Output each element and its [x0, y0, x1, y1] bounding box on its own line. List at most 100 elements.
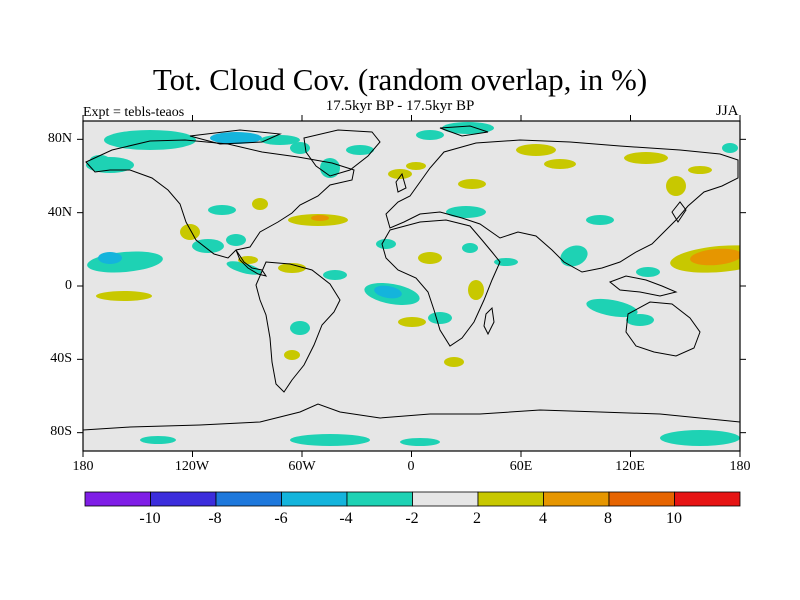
colorbar-label: -6 — [274, 510, 288, 527]
anomaly-patch — [444, 357, 464, 367]
coast-eurasia — [385, 139, 739, 273]
colorbar-label: 2 — [473, 510, 481, 527]
map-background — [83, 121, 740, 451]
anomaly-patch — [260, 135, 300, 145]
colorbar — [84, 491, 741, 507]
colorbar-label: -8 — [208, 510, 222, 527]
anomaly-patch — [626, 314, 654, 326]
chart-subtitle: 17.5kyr BP - 17.5kyr BP — [325, 98, 475, 114]
anomaly-patch — [636, 267, 660, 277]
anomaly-patch — [140, 436, 176, 444]
colorbar-label: -4 — [339, 510, 353, 527]
coast-maritime-asia — [609, 275, 678, 297]
anomaly-patch — [290, 434, 370, 446]
colorbar-box — [281, 491, 348, 507]
anomaly-patch — [458, 179, 486, 189]
anomaly-patch — [238, 256, 258, 264]
coastlines — [83, 125, 740, 431]
coast-british-isles — [395, 172, 407, 193]
lon-tick-label: 60W — [288, 459, 316, 474]
anomaly-patch — [311, 215, 329, 221]
anomaly-patch — [278, 263, 306, 273]
anomaly-patch — [722, 143, 738, 153]
anomaly-patch — [346, 145, 374, 155]
anomaly-patch — [323, 270, 347, 280]
colorbar-label: -10 — [139, 510, 161, 527]
anomaly-patch — [586, 215, 614, 225]
anomaly-patch — [442, 122, 494, 134]
lon-tick-label: 0 — [407, 459, 415, 474]
lat-tick-label: 40N — [47, 205, 72, 220]
anomaly-patch — [660, 430, 740, 446]
anomaly-patch — [624, 152, 668, 164]
colorbar-box — [608, 491, 675, 507]
anomaly-patch — [446, 206, 486, 218]
anomaly-patch — [494, 258, 518, 266]
lat-tick-label: 80N — [47, 131, 72, 146]
experiment-label: Expt = tebls-teaos — [83, 105, 185, 120]
anomaly-patch — [688, 166, 712, 174]
anomaly-patch — [96, 291, 152, 301]
colorbar-box — [477, 491, 544, 507]
anomaly-patch — [468, 280, 484, 300]
anomaly-patch — [560, 245, 588, 267]
season-label: JJA — [716, 103, 739, 119]
anomaly-patch — [418, 252, 442, 264]
colorbar-box — [215, 491, 282, 507]
colorbar-box — [346, 491, 413, 507]
coast-japan — [671, 201, 687, 223]
anomaly-patch — [208, 205, 236, 215]
anomaly-patch — [544, 159, 576, 169]
anomaly-patch — [400, 438, 440, 446]
anomaly-patch — [98, 252, 122, 264]
lon-tick-label: 120E — [615, 459, 645, 474]
anomaly-patch — [290, 321, 310, 335]
colorbar-box — [84, 491, 151, 507]
anomaly-patch — [252, 198, 268, 210]
anomaly-patch — [428, 312, 452, 324]
lat-tick-label: 80S — [50, 424, 72, 439]
anomaly-patch — [666, 176, 686, 196]
anomaly-patch — [210, 132, 262, 144]
colorbar-label: 4 — [539, 510, 547, 527]
coast-north-america — [85, 139, 355, 259]
anomaly-patch — [180, 224, 200, 240]
colorbar-box — [674, 491, 741, 507]
anomaly-patch — [284, 350, 300, 360]
anomaly-patch — [398, 317, 426, 327]
anomaly-patch — [416, 130, 444, 140]
anomaly-layer — [86, 122, 740, 446]
anomaly-patch — [376, 239, 396, 249]
colorbar-box — [150, 491, 217, 507]
colorbar-label: 10 — [666, 510, 682, 527]
anomaly-patch — [586, 298, 638, 318]
anomaly-patch — [290, 142, 310, 154]
anomaly-patch — [226, 234, 246, 246]
coast-antarctica — [83, 403, 740, 431]
anomaly-patch — [104, 130, 196, 150]
coast-central-america — [235, 249, 268, 277]
anomaly-patch — [406, 162, 426, 170]
colorbar-box — [543, 491, 610, 507]
lat-tick-label: 0 — [65, 278, 72, 293]
axis-ticks — [77, 115, 746, 457]
coast-greenland — [303, 129, 381, 177]
coast-south-america — [255, 261, 341, 393]
colorbar-box — [412, 491, 479, 507]
colorbar-label: -2 — [405, 510, 419, 527]
anomaly-patch — [90, 155, 110, 165]
lat-tick-label: 40S — [50, 351, 72, 366]
lon-tick-label: 120W — [174, 459, 210, 474]
anomaly-patch — [388, 169, 412, 179]
coast-australia — [625, 301, 701, 357]
anomaly-patch — [516, 144, 556, 156]
colorbar-label: 8 — [604, 510, 612, 527]
anomaly-patch — [690, 248, 740, 266]
coast-madagascar — [483, 306, 495, 336]
anomaly-patch — [462, 243, 478, 253]
lon-tick-label: 180 — [72, 459, 94, 474]
lon-tick-label: 60E — [509, 459, 533, 474]
lon-tick-label: 180 — [729, 459, 751, 474]
